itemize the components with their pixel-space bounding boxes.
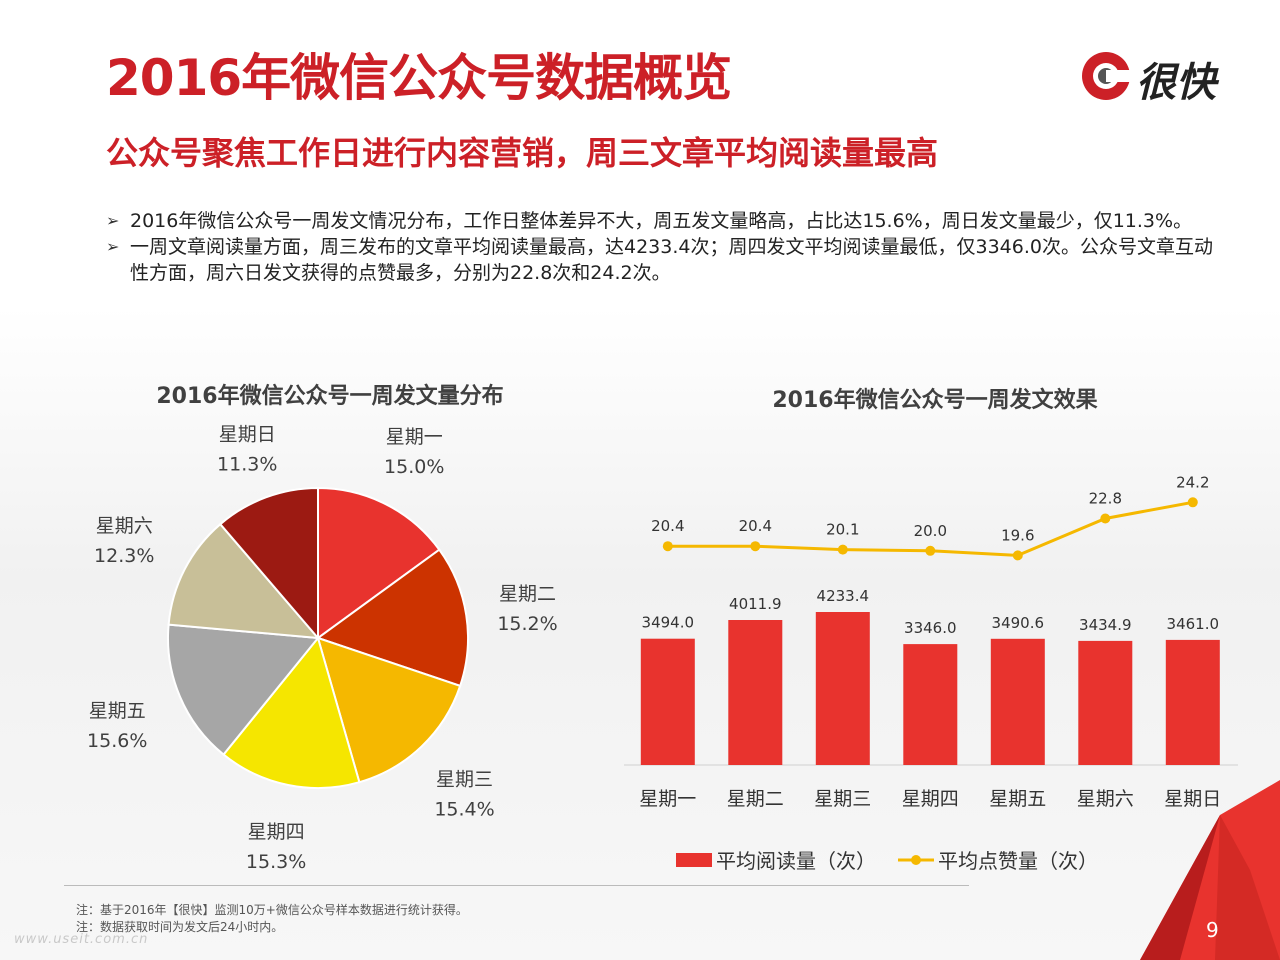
summary-bullets: ➢ 2016年微信公众号一周发文情况分布，工作日整体差异不大，周五发文量略高，占… (106, 208, 1216, 286)
x-tick-label: 星期六 (1077, 788, 1134, 810)
bar-2 (728, 620, 783, 765)
corner-decoration (1140, 780, 1280, 960)
arrow-bullet-icon: ➢ (106, 211, 120, 230)
pie-chart-title: 2016年微信公众号一周发文量分布 (156, 383, 503, 409)
bar-value-label: 3461.0 (1167, 615, 1220, 633)
pie-category-label: 星期三 (436, 768, 493, 790)
line-value-label: 20.4 (739, 517, 772, 535)
pie-category-label: 星期二 (499, 583, 556, 605)
line-point-7 (1187, 497, 1198, 508)
bar-value-label: 3434.9 (1079, 616, 1132, 634)
combo-chart: 3494.0 星期一 4011.9 星期二 4233.4 星期三 3346.0 星期四 3490… (624, 473, 1238, 873)
pie-category-label: 星期一 (386, 426, 443, 448)
pie-value-label: 15.3% (246, 851, 306, 873)
line-value-label: 20.4 (651, 517, 684, 535)
footer-divider (64, 885, 969, 886)
bar-value-label: 3490.6 (992, 614, 1045, 632)
logo-text: 很快 (1136, 60, 1216, 106)
pie-category-label: 星期五 (89, 700, 146, 722)
pie-value-label: 12.3% (94, 545, 154, 567)
footer-note: 注：基于2016年【很快】监测10万+微信公众号样本数据进行统计获得。 (76, 903, 468, 917)
line-point-2 (750, 541, 761, 552)
pie-slice-7 (218, 486, 319, 641)
pie-slice-5 (167, 623, 320, 756)
pie-value-label: 11.3% (217, 454, 277, 476)
pie-slice-6 (167, 522, 321, 640)
bar-value-label: 4233.4 (817, 587, 870, 605)
pie-chart: 星期一 15.0% 星期二 15.2% 星期三 15.4% 星期四 15.3% 星期五 15.6%… (87, 424, 558, 873)
bullet-text: 一周文章阅读量方面，周三发布的文章平均阅读量最高，达4233.4次；周四发文平均… (130, 236, 1213, 284)
pie-value-label: 15.2% (497, 613, 557, 635)
x-tick-label: 星期日 (1164, 788, 1221, 810)
x-tick-label: 星期三 (814, 788, 871, 810)
line-point-5 (1012, 550, 1023, 561)
pie-value-label: 15.4% (434, 798, 494, 820)
line-value-label: 20.0 (914, 522, 947, 540)
footer-note: 注：数据获取时间为发文后24小时内。 (76, 920, 284, 934)
x-tick-label: 星期五 (989, 788, 1046, 810)
pie-slice-3 (316, 636, 462, 784)
legend-line-marker (911, 855, 921, 865)
page-title: 2016年微信公众号数据概览 (106, 49, 732, 107)
bar-1 (640, 638, 695, 765)
x-tick-label: 星期一 (639, 788, 696, 810)
pie-value-label: 15.6% (87, 730, 147, 752)
bullet-item: ➢ 一周文章阅读量方面，周三发布的文章平均阅读量最高，达4233.4次；周四发文… (106, 234, 1216, 286)
footer-notes: 注：基于2016年【很快】监测10万+微信公众号样本数据进行统计获得。 注：数据… (76, 902, 468, 936)
legend-bar-label: 平均阅读量（次） (716, 849, 876, 873)
legend-line-label: 平均点赞量（次） (938, 849, 1098, 873)
pie-category-label: 星期六 (96, 515, 153, 537)
watermark: www.useit.com.cn (14, 932, 149, 947)
arrow-bullet-icon: ➢ (106, 237, 120, 256)
line-value-label: 20.1 (826, 521, 859, 539)
page-number: 9 (1206, 918, 1219, 942)
pie-slice-4 (222, 635, 361, 789)
pie-value-label: 15.0% (384, 456, 444, 478)
line-point-4 (925, 545, 936, 556)
line-point-6 (1100, 513, 1111, 524)
bar-3 (815, 612, 870, 765)
x-tick-label: 星期二 (727, 788, 784, 810)
pie-slice-2 (315, 548, 469, 688)
bar-7 (1165, 639, 1220, 765)
page-subtitle: 公众号聚焦工作日进行内容营销，周三文章平均阅读量最高 (106, 134, 939, 172)
logo-ring-icon (1082, 52, 1132, 100)
pie-category-label: 星期日 (219, 424, 276, 446)
pie-category-label: 星期四 (248, 821, 305, 843)
line-value-label: 19.6 (1001, 526, 1034, 544)
bullet-text: 2016年微信公众号一周发文情况分布，工作日整体差异不大，周五发文量略高，占比达… (130, 210, 1193, 232)
bullet-item: ➢ 2016年微信公众号一周发文情况分布，工作日整体差异不大，周五发文量略高，占… (106, 208, 1216, 234)
line-value-label: 22.8 (1089, 490, 1122, 508)
combo-chart-title: 2016年微信公众号一周发文效果 (772, 387, 1097, 413)
line-value-label: 24.2 (1176, 473, 1209, 491)
line-point-1 (662, 541, 673, 552)
legend-bar-swatch (676, 853, 712, 867)
bar-4 (903, 644, 958, 765)
pie-slice-1 (317, 486, 441, 640)
bar-6 (1078, 640, 1133, 765)
bar-value-label: 3494.0 (642, 614, 695, 632)
bar-value-label: 4011.9 (729, 595, 782, 613)
bar-value-label: 3346.0 (904, 619, 957, 637)
x-tick-label: 星期四 (902, 788, 959, 810)
bar-5 (990, 638, 1045, 765)
line-point-3 (837, 544, 848, 555)
